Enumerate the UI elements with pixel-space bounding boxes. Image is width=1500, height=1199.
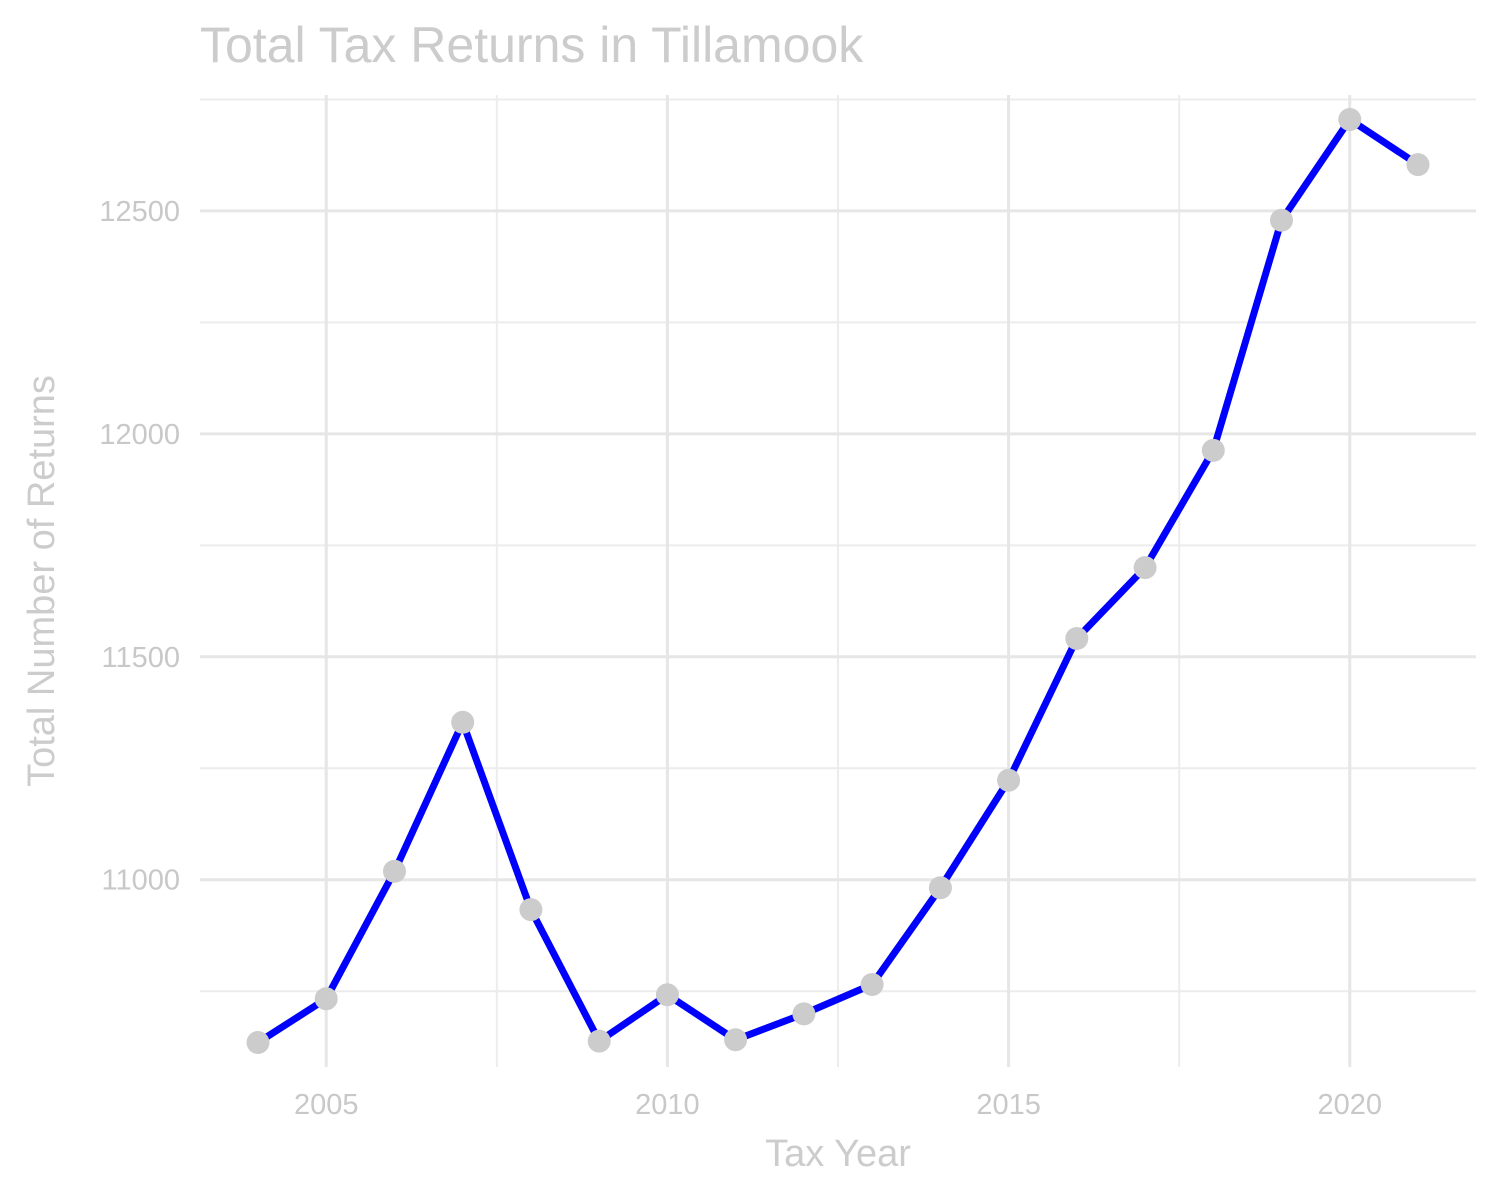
data-point [928,876,952,900]
chart-title: Total Tax Returns in Tillamook [200,17,864,73]
data-point [1270,208,1293,232]
x-tick-label: 2020 [1318,1089,1383,1121]
x-tick-label: 2005 [294,1089,359,1121]
data-point [860,973,884,996]
data-point [246,1031,270,1054]
data-point [314,987,338,1011]
x-tick-label: 2010 [635,1089,700,1121]
data-point [1338,108,1362,131]
x-axis-title: Tax Year [765,1133,911,1175]
data-point [1201,438,1225,462]
y-tick-label: 11000 [102,865,181,897]
data-point [997,768,1021,792]
y-tick-label: 12000 [99,419,180,451]
series-line [254,116,1422,1046]
data-point [587,1029,611,1053]
x-tick-label: 2015 [976,1089,1041,1121]
y-axis-title: Total Number of Returns [21,375,63,787]
y-tick-label: 11500 [102,642,181,674]
data-point [655,983,679,1007]
data-point [383,859,406,883]
points [246,108,1430,1054]
data-point [792,1002,816,1026]
data-point [724,1028,748,1052]
y-axis-ticks: 11000 11500 12000 12500 [99,196,180,897]
data-point [519,898,543,922]
data-point [1133,556,1157,580]
data-point [1406,153,1430,177]
series [254,116,1422,1046]
x-axis-ticks: 2005 2010 2015 2020 [294,1089,1382,1121]
grid [200,95,1476,1067]
data-point [451,710,475,734]
data-point [1065,627,1089,650]
y-tick-label: 12500 [99,196,180,228]
